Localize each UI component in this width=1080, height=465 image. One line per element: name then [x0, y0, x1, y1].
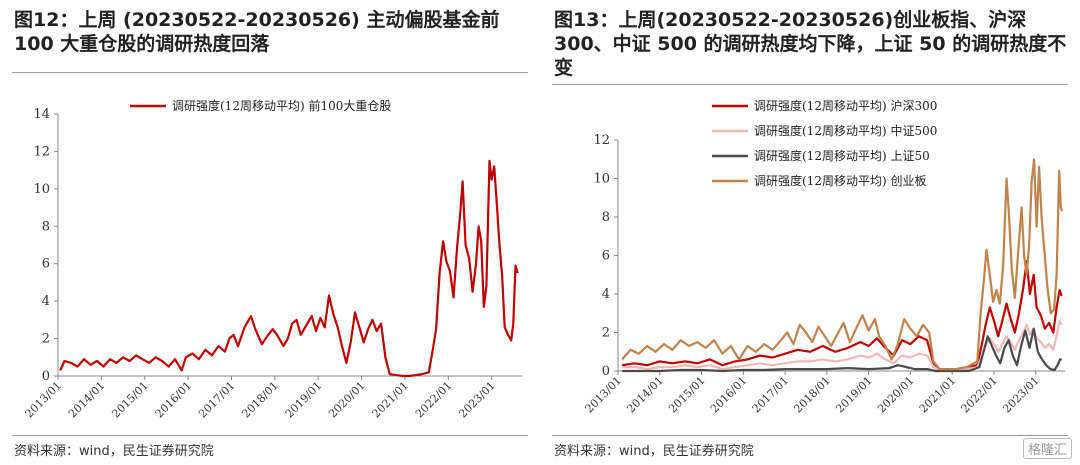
right-x-tick-label: 2020/01	[875, 374, 917, 416]
right-x-tick-label: 2021/01	[917, 374, 959, 416]
right-y-tick-label: 12	[593, 133, 610, 148]
right-x-tick-label: 2016/01	[708, 374, 750, 416]
left-y-tick-label: 10	[33, 182, 50, 197]
left-y-tick-label: 6	[42, 257, 50, 272]
right-y-tick-label: 2	[602, 326, 610, 341]
right-series-line-4	[621, 158, 1064, 371]
left-figure-title: 图12：上周 (20230522-20230526) 主动偏股基金前100 大重…	[14, 9, 500, 55]
left-y-tick-label: 8	[42, 219, 50, 234]
right-source-divider	[552, 435, 1068, 436]
right-legend-label-1: 调研强度(12周移动平均) 沪深300	[754, 98, 937, 113]
right-title-divider	[552, 84, 1068, 85]
right-legend-label-3: 调研强度(12周移动平均) 上证50	[754, 148, 930, 163]
left-y-tick-label: 12	[33, 144, 50, 159]
left-title-divider	[12, 72, 528, 73]
left-y-tick-label: 2	[42, 332, 50, 347]
right-series-line-3	[622, 327, 1062, 373]
right-figure-title: 图13：上周(20230522-20230526)创业板指、沪深300、中证 5…	[554, 9, 1067, 79]
right-source-note: 资料来源：wind，民生证券研究院	[554, 444, 754, 459]
left-source-divider	[12, 435, 528, 436]
left-x-tick-label: 2020/01	[326, 379, 368, 421]
right-x-tick-label: 2023/01	[1000, 374, 1042, 416]
left-x-tick-label: 2019/01	[283, 379, 325, 421]
right-x-tick-label: 2014/01	[624, 374, 666, 416]
right-legend-label-4: 调研强度(12周移动平均) 创业板	[754, 173, 926, 188]
right-x-tick-label: 2013/01	[583, 374, 625, 416]
left-x-tick-label: 2021/01	[370, 379, 412, 421]
right-legend-label-2: 调研强度(12周移动平均) 中证500	[754, 123, 937, 138]
left-legend-label-1: 调研强度(12周移动平均) 前100大重仓股	[172, 98, 391, 113]
left-figure-panel: 图12：上周 (20230522-20230526) 主动偏股基金前100 大重…	[12, 9, 528, 459]
right-y-tick-label: 10	[593, 172, 610, 187]
right-y-tick-label: 8	[602, 210, 610, 225]
left-x-tick-label: 2014/01	[66, 379, 108, 421]
left-x-tick-label: 2015/01	[109, 379, 151, 421]
left-x-tick-label: 2017/01	[196, 379, 238, 421]
right-y-tick-label: 0	[602, 364, 610, 379]
left-source-note: 资料来源：wind，民生证券研究院	[14, 444, 214, 459]
right-y-tick-label: 4	[602, 287, 610, 302]
right-x-tick-label: 2015/01	[666, 374, 708, 416]
right-x-tick-label: 2019/01	[833, 374, 875, 416]
left-x-tick-label: 2013/01	[23, 379, 65, 421]
right-series-line-1	[622, 260, 1063, 371]
watermark-logo: 格隆汇	[1022, 438, 1072, 459]
left-x-tick-label: 2016/01	[153, 379, 195, 421]
left-x-tick-label: 2022/01	[413, 379, 455, 421]
left-y-tick-label: 4	[42, 294, 50, 309]
right-series-line-2	[622, 319, 1063, 372]
right-x-tick-label: 2017/01	[750, 374, 792, 416]
left-x-tick-label: 2018/01	[239, 379, 281, 421]
right-x-tick-label: 2022/01	[959, 374, 1001, 416]
left-y-tick-label: 0	[42, 369, 50, 384]
left-y-tick-label: 14	[33, 107, 50, 122]
left-series-line-1	[59, 159, 519, 378]
right-x-tick-label: 2018/01	[791, 374, 833, 416]
right-y-tick-label: 6	[602, 249, 610, 264]
left-x-tick-label: 2023/01	[456, 379, 498, 421]
right-figure-panel: 图13：上周(20230522-20230526)创业板指、沪深300、中证 5…	[540, 0, 1080, 465]
